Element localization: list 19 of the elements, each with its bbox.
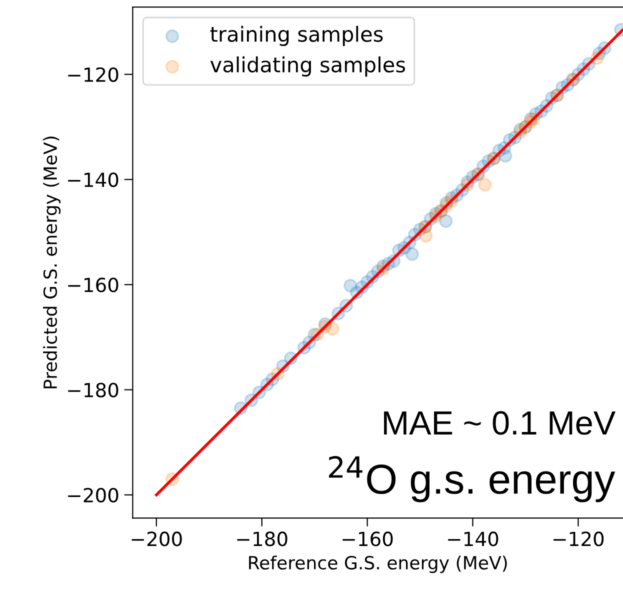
y-axis-title: Predicted G.S. energy (MeV) xyxy=(43,136,61,388)
point xyxy=(326,322,340,336)
point xyxy=(478,178,492,192)
x-tick-label: −140 xyxy=(448,532,498,546)
y-tick-label: −160 xyxy=(68,278,118,292)
x-axis-title: Reference G.S. energy (MeV) xyxy=(249,556,507,574)
x-tick-label: −200 xyxy=(132,532,182,546)
y-tick-label: −180 xyxy=(68,382,118,398)
x-tick-label: −180 xyxy=(237,532,288,546)
y-tick-label: −140 xyxy=(68,172,118,188)
x-tick-label: −160 xyxy=(342,532,393,546)
y-tick-label: −200 xyxy=(68,488,118,503)
legend-label: validating samples xyxy=(210,56,406,77)
annotation: MAE ~ 0.1 MeV xyxy=(384,411,616,435)
x-tick-label: −120 xyxy=(554,532,604,546)
legend-label: training samples xyxy=(210,26,383,46)
y-tick-label: −120 xyxy=(68,67,118,82)
point xyxy=(418,228,433,243)
annotation: $^{24}$O g.s. energy xyxy=(329,456,616,502)
